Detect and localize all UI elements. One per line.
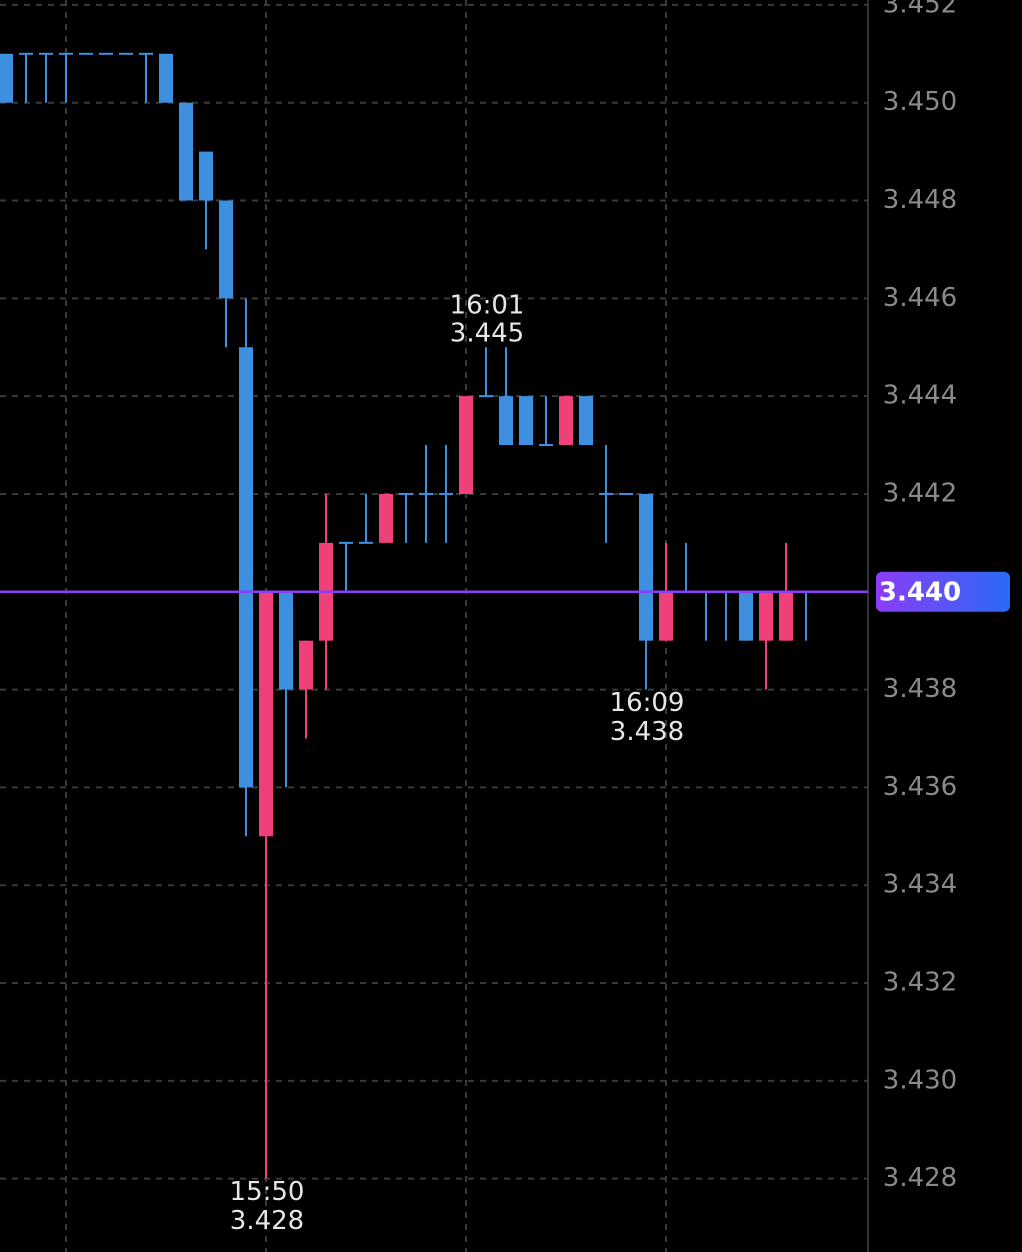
candle-body [739, 591, 753, 641]
y-tick-label: 3.448 [883, 185, 957, 215]
candle-body [379, 493, 393, 543]
candle-body [459, 396, 473, 494]
candle-body [219, 200, 233, 299]
candle-body [239, 347, 253, 788]
annotation-value: 3.428 [230, 1206, 304, 1236]
candle-body [79, 52, 93, 55]
last-price-label: 3.440 [879, 577, 961, 607]
y-tick-label: 3.430 [883, 1065, 957, 1095]
candle-body [99, 52, 113, 55]
candle-body [179, 102, 193, 201]
candle-body [279, 591, 293, 690]
candle-body [259, 591, 273, 837]
candle-body [619, 492, 633, 495]
ticks: 3.4523.4503.4483.4463.4443.4423.4403.438… [0, 0, 957, 1193]
candle-body [419, 492, 433, 495]
candle-body [299, 640, 313, 690]
y-tick-label: 3.450 [883, 87, 957, 117]
candle-body [779, 591, 793, 641]
candle-body [0, 53, 13, 103]
candle-body [639, 493, 653, 641]
candle-body [599, 492, 613, 495]
annotation-value: 3.445 [450, 319, 524, 349]
candle-body [499, 396, 513, 446]
candle-body [199, 151, 213, 201]
y-tick-label: 3.444 [883, 381, 957, 411]
candles [0, 52, 813, 1179]
last-price-tag [876, 571, 1010, 612]
annotation-time: 16:01 [450, 291, 525, 321]
y-tick-label: 3.434 [883, 870, 957, 900]
annotation-value: 3.438 [610, 717, 684, 747]
candle-body [539, 444, 553, 447]
candle-body [139, 52, 153, 55]
candle-body [59, 52, 73, 55]
y-tick-label: 3.452 [883, 0, 957, 19]
candle-body [39, 52, 53, 55]
candle-body [399, 492, 413, 495]
candle-body [439, 492, 453, 495]
candle-body [159, 53, 173, 103]
candle-body [359, 541, 373, 544]
candle-body [119, 52, 133, 55]
candle-body [339, 541, 353, 544]
y-tick-label: 3.436 [883, 772, 957, 802]
y-tick-label: 3.438 [883, 674, 957, 704]
candle-body [579, 396, 593, 446]
candle-body [659, 591, 673, 641]
y-tick-label: 3.428 [883, 1163, 957, 1193]
candle-body [19, 52, 33, 55]
candle-body [559, 396, 573, 446]
annotation-time: 16:09 [610, 688, 685, 718]
y-tick-label: 3.442 [883, 478, 957, 508]
candle-body [479, 395, 493, 398]
candle-body [519, 396, 533, 446]
annotation-time: 15:50 [230, 1177, 305, 1207]
y-tick-label: 3.432 [883, 968, 957, 998]
candle-body [759, 591, 773, 641]
y-tick-label: 3.446 [883, 283, 957, 313]
